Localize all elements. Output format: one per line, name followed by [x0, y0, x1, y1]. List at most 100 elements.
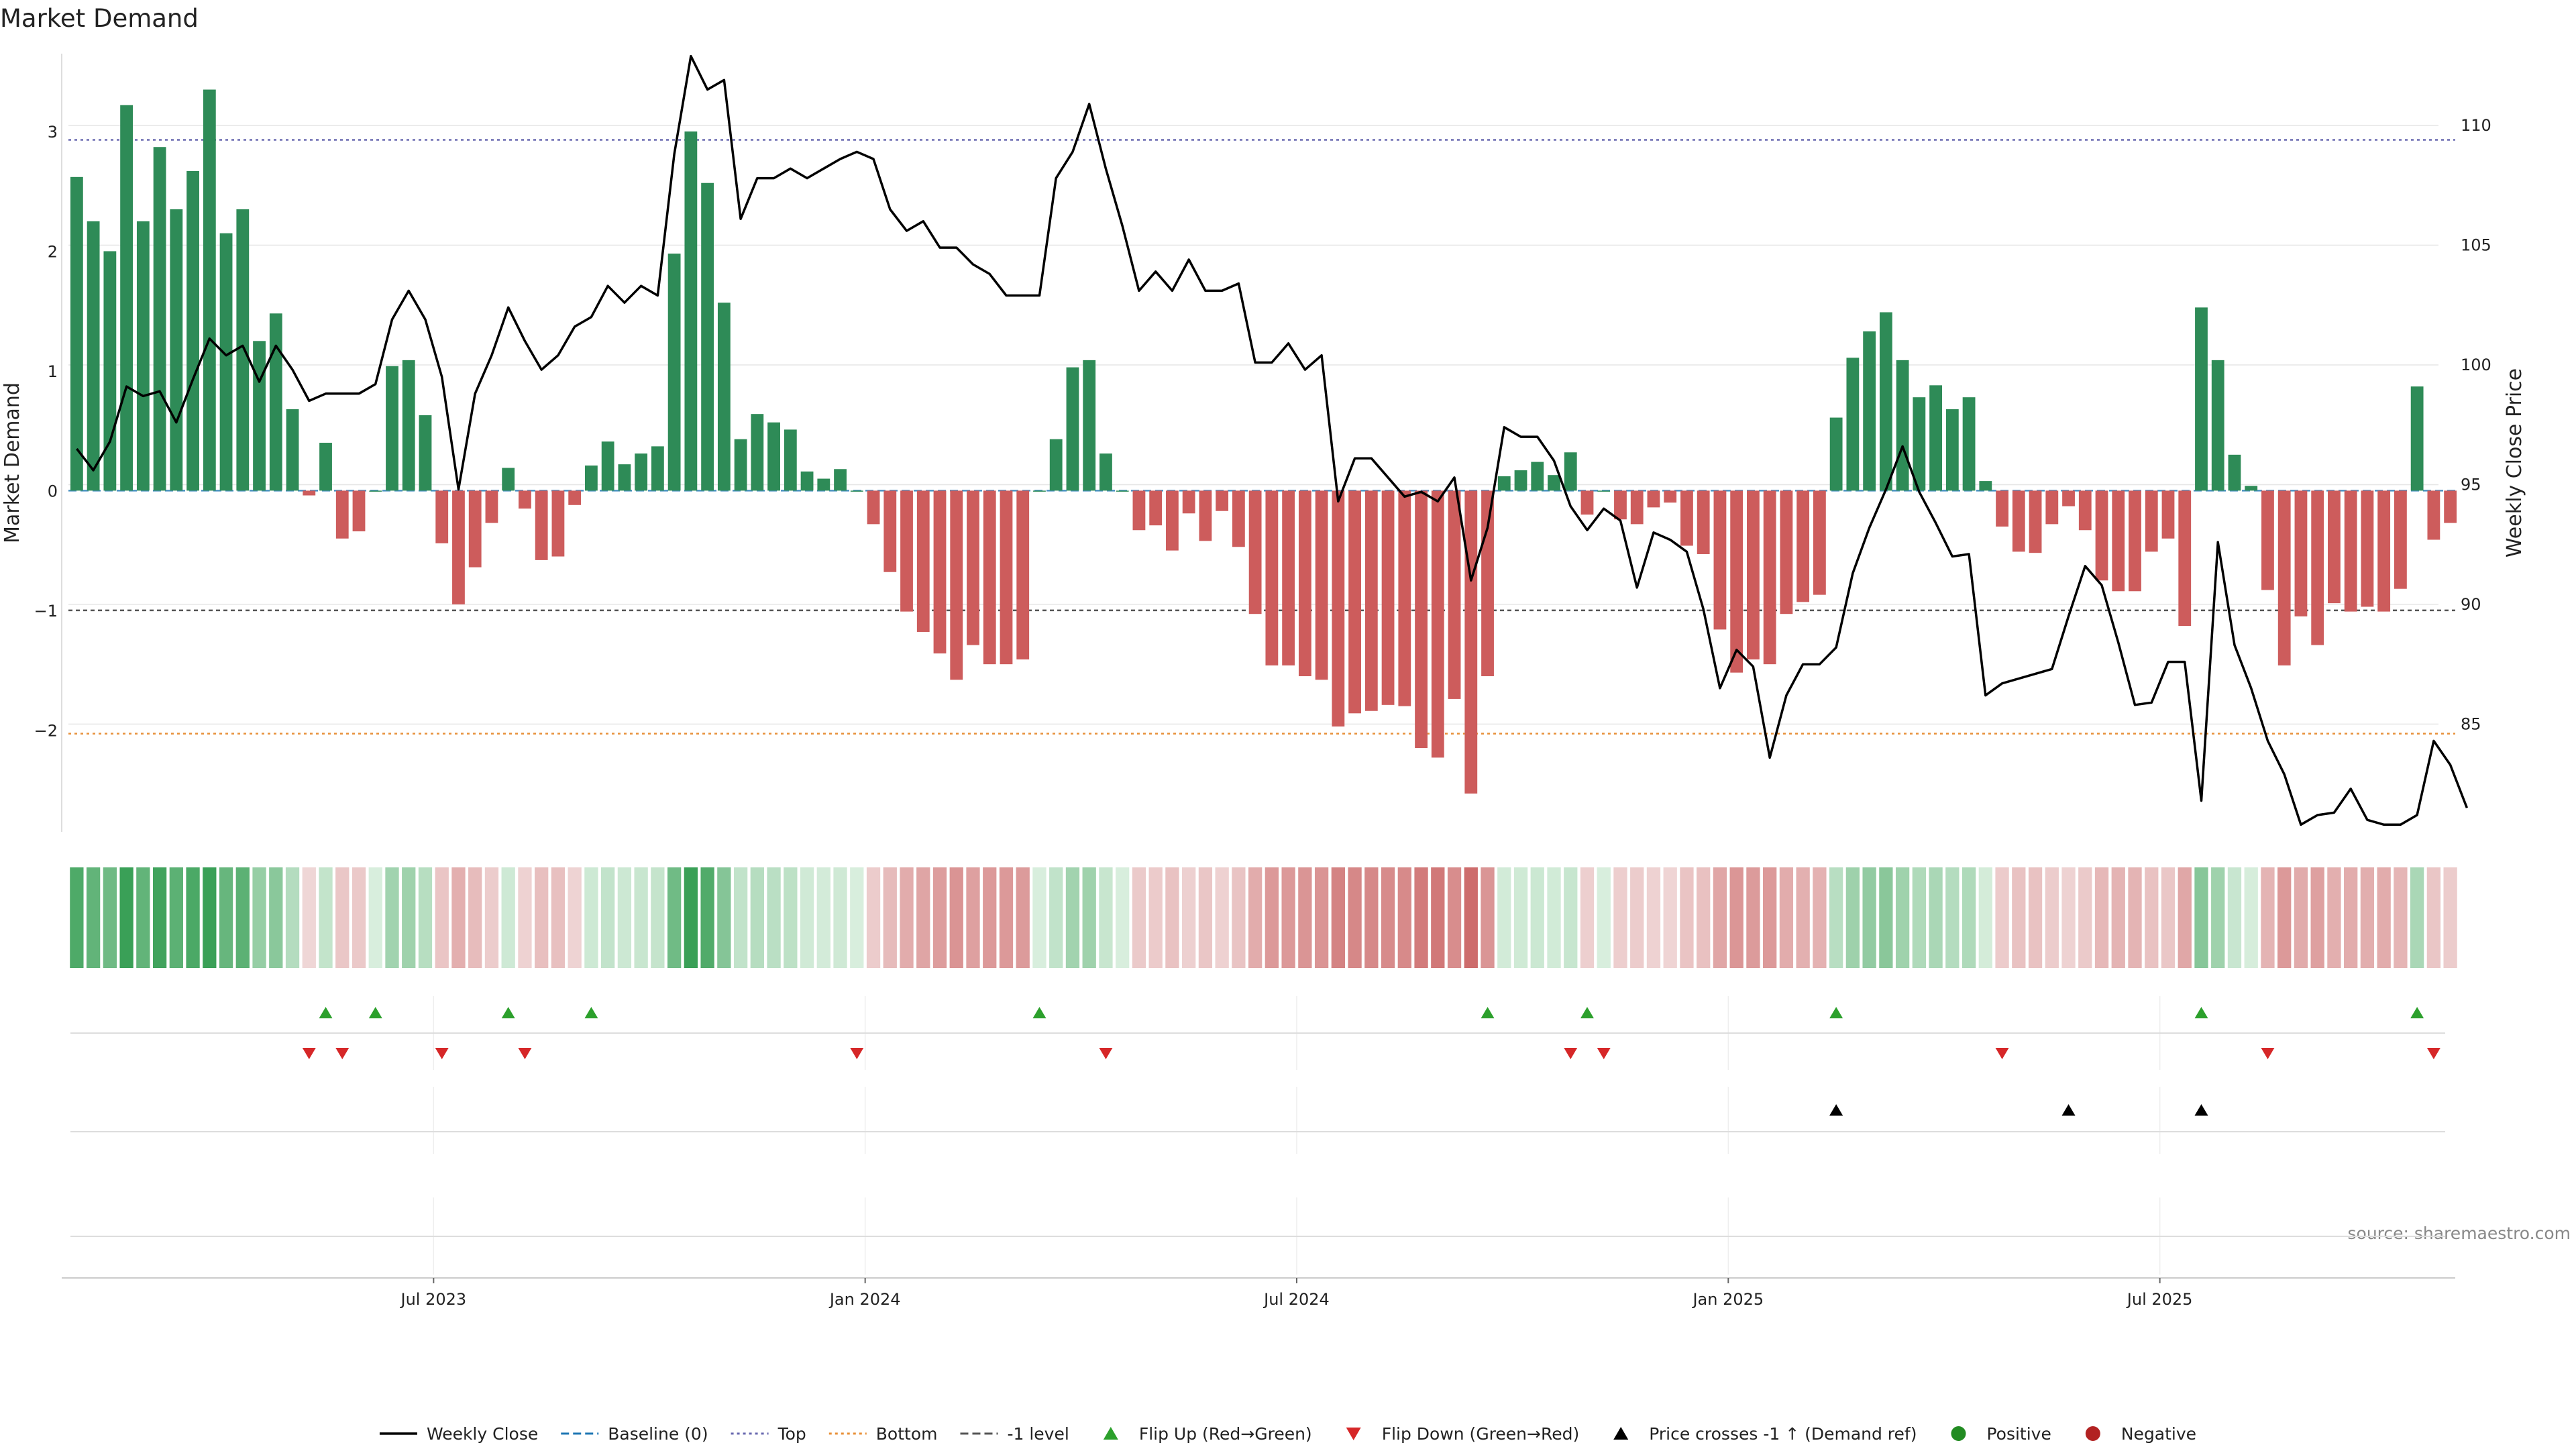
y-tick-left: 2 — [48, 242, 58, 261]
demand-bar — [635, 453, 648, 491]
heat-cell — [551, 867, 566, 968]
demand-bar — [1464, 490, 1478, 794]
price-cross-marker — [2061, 1104, 2076, 1116]
demand-bar — [983, 490, 996, 665]
heat-cell — [1895, 867, 1910, 968]
demand-bar — [568, 490, 582, 505]
demand-bar — [2095, 490, 2108, 581]
heat-cell — [1564, 867, 1578, 968]
heat-cell — [1829, 867, 1843, 968]
heat-cell — [1978, 867, 1992, 968]
demand-bar — [1398, 490, 1411, 706]
demand-bar — [120, 105, 133, 491]
heat-cell — [900, 867, 914, 968]
demand-bar — [1232, 490, 1245, 547]
demand-bar — [2178, 490, 2192, 627]
demand-bar — [535, 490, 548, 560]
x-tick-label: Jan 2024 — [828, 1290, 901, 1309]
demand-bar — [2328, 490, 2341, 604]
flip-down-marker — [1099, 1048, 1113, 1059]
demand-bar — [435, 490, 449, 543]
demand-bars — [70, 89, 2457, 794]
demand-bar — [1597, 490, 1611, 492]
y-tick-right: 90 — [2461, 595, 2481, 614]
flip-down-marker — [518, 1048, 532, 1059]
demand-bar — [1149, 490, 1163, 526]
demand-bar — [2195, 307, 2208, 491]
heat-cell — [1381, 867, 1395, 968]
demand-bar — [70, 176, 83, 491]
flip-up-marker — [1580, 1007, 1594, 1018]
demand-bar — [585, 465, 598, 491]
legend-label: Flip Down (Green→Red) — [1382, 1424, 1580, 1444]
demand-bar — [1979, 481, 1992, 491]
heat-cell — [435, 867, 449, 968]
demand-bar — [386, 366, 398, 491]
heat-cell — [750, 867, 764, 968]
demand-bar — [1713, 490, 1727, 630]
demand-bar — [1132, 490, 1146, 531]
heat-cell — [1813, 867, 1827, 968]
heat-cell — [1182, 867, 1196, 968]
heat-cell — [1879, 867, 1893, 968]
heat-cell — [86, 867, 101, 968]
heat-cell — [1364, 867, 1379, 968]
heat-cell — [2294, 867, 2308, 968]
demand-bar — [253, 341, 266, 491]
heat-cell — [568, 867, 582, 968]
heat-cell — [949, 867, 963, 968]
flip-up-marker — [368, 1007, 382, 1018]
legend-label: Flip Up (Red→Green) — [1139, 1424, 1312, 1444]
heat-cell — [784, 867, 798, 968]
demand-bar — [2427, 490, 2440, 540]
demand-bar — [1364, 490, 1378, 711]
demand-bar — [1680, 490, 1693, 546]
y-tick-right: 95 — [2461, 475, 2481, 494]
heat-cell — [584, 867, 598, 968]
demand-bar — [834, 469, 847, 491]
price-cross-panel — [70, 1087, 2445, 1154]
demand-bar — [551, 490, 565, 557]
demand-bar — [1099, 453, 1112, 491]
heat-cell — [850, 867, 864, 968]
demand-bar — [967, 490, 979, 645]
y-tick-left: 1 — [48, 362, 58, 381]
heat-cell — [1215, 867, 1229, 968]
demand-bar — [800, 471, 814, 491]
heat-cell — [119, 867, 133, 968]
demand-bar — [402, 360, 415, 491]
demand-bar — [767, 422, 780, 491]
heat-cell — [2045, 867, 2059, 968]
demand-bar — [1182, 490, 1195, 514]
heat-cell — [2128, 867, 2142, 968]
flip-down-marker — [302, 1048, 316, 1059]
legend: Weekly Close Baseline (0) Top Bottom -1 leve… — [379, 1424, 2196, 1444]
heat-cell — [1613, 867, 1627, 968]
heat-cell — [1248, 867, 1263, 968]
heat-cell — [2344, 867, 2358, 968]
heat-cell — [1032, 867, 1046, 968]
flip-down-marker — [2426, 1048, 2440, 1059]
weekly-close-line — [76, 54, 2469, 826]
demand-bar — [369, 490, 382, 492]
y-tick-left: 0 — [48, 482, 58, 500]
legend-swatch — [1346, 1428, 1361, 1440]
demand-bar — [784, 429, 797, 491]
demand-bar — [1332, 490, 1345, 727]
flip-down-marker — [1597, 1048, 1611, 1059]
demand-bar — [1829, 417, 1843, 491]
y-axis-right-label: Weekly Close Price — [2503, 368, 2526, 557]
demand-bar — [2277, 490, 2291, 665]
demand-bar — [170, 209, 183, 491]
demand-bar — [2245, 486, 2258, 491]
heat-cell — [285, 867, 300, 968]
heat-cell — [1929, 867, 1943, 968]
heat-cell — [800, 867, 814, 968]
demand-bar — [2211, 360, 2224, 491]
heat-cell — [518, 867, 532, 968]
gridlines — [61, 54, 2438, 832]
demand-bar — [1664, 490, 1677, 503]
heat-cell — [1447, 867, 1462, 968]
close-price-line — [76, 54, 2469, 826]
demand-bar — [2261, 490, 2274, 590]
